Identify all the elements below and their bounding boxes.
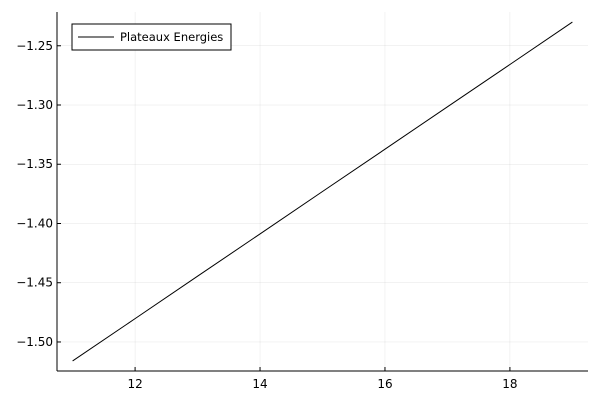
y-tick-label-5: −1.25 <box>16 39 53 53</box>
y-tick-label-4: −1.30 <box>16 98 53 112</box>
x-tick-label-0: 12 <box>127 377 142 391</box>
series-line-0 <box>72 21 573 362</box>
x-tick-label-2: 16 <box>377 377 392 391</box>
legend: Plateaux Energies <box>71 23 232 51</box>
legend-label: Plateaux Energies <box>120 30 223 44</box>
y-tick-label-1: −1.45 <box>16 276 53 290</box>
x-tick-label-3: 18 <box>502 377 517 391</box>
axes <box>56 12 588 372</box>
y-tick-label-0: −1.50 <box>16 335 53 349</box>
series <box>72 21 573 362</box>
y-tick-label-3: −1.35 <box>16 157 53 171</box>
grid <box>57 12 588 371</box>
tick-labels: 12 14 16 18 −1.50 −1.45 −1.40 −1.35 −1.30 −1.25 <box>16 39 517 391</box>
x-tick-label-1: 14 <box>252 377 267 391</box>
y-tick-label-2: −1.40 <box>16 216 53 230</box>
